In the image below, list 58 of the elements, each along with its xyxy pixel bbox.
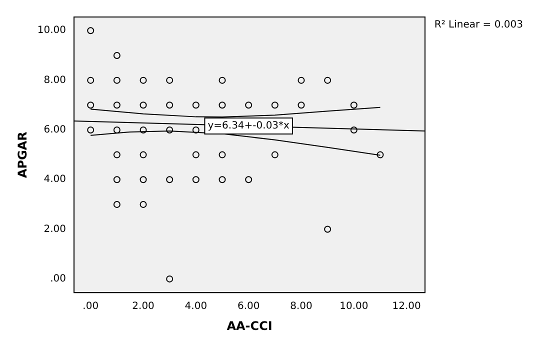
point	[113, 200, 120, 208]
y-tick-label: 8.00	[44, 74, 66, 86]
point	[324, 76, 332, 84]
y-tick-label: 10.00	[37, 25, 66, 36]
point	[113, 102, 120, 109]
point	[192, 126, 200, 134]
point	[113, 76, 120, 84]
point	[166, 275, 174, 282]
point	[113, 176, 120, 184]
point	[166, 76, 174, 84]
point	[245, 176, 252, 184]
point	[166, 102, 174, 109]
point	[298, 76, 305, 84]
x-tick-label: .00	[82, 301, 99, 312]
point	[245, 102, 252, 109]
point	[140, 176, 147, 184]
point	[87, 76, 94, 84]
point	[218, 102, 226, 109]
point	[87, 126, 94, 134]
x-tick-label: 12.00	[392, 301, 421, 312]
point	[271, 102, 278, 109]
point	[87, 27, 94, 34]
y-axis-title: APGAR	[15, 132, 30, 178]
y-tick-label: .00	[50, 274, 66, 285]
x-tick-label: 10.00	[340, 301, 368, 312]
x-axis-title: AA-CCI	[226, 318, 272, 333]
point	[218, 76, 226, 84]
point	[113, 126, 120, 134]
point	[271, 151, 278, 158]
point	[218, 151, 226, 158]
point	[298, 102, 305, 109]
point	[324, 226, 332, 233]
point	[166, 126, 174, 134]
y-tick-label: 4.00	[44, 174, 66, 186]
point	[192, 102, 200, 109]
point	[87, 102, 94, 109]
text: R² Linear = 0.003	[434, 20, 523, 31]
x-tick-label: 2.00	[132, 301, 154, 312]
point	[140, 76, 147, 84]
point	[140, 102, 147, 109]
point	[192, 176, 200, 184]
point	[140, 200, 147, 208]
point	[140, 126, 147, 134]
point	[113, 151, 120, 158]
x-tick-label: 4.00	[184, 301, 208, 312]
point	[140, 151, 147, 158]
point	[350, 102, 358, 109]
point	[376, 151, 384, 158]
x-tick-label: 8.00	[290, 301, 312, 312]
point	[350, 126, 358, 134]
y-tick-label: 2.00	[44, 224, 66, 235]
x-tick-label: 6.00	[237, 301, 260, 312]
annotation: y=6.34+-0.03*x	[208, 120, 290, 132]
point	[192, 151, 200, 158]
y-tick-label: 6.00	[44, 124, 66, 136]
point	[166, 176, 174, 184]
point	[113, 52, 120, 59]
point	[218, 176, 226, 184]
